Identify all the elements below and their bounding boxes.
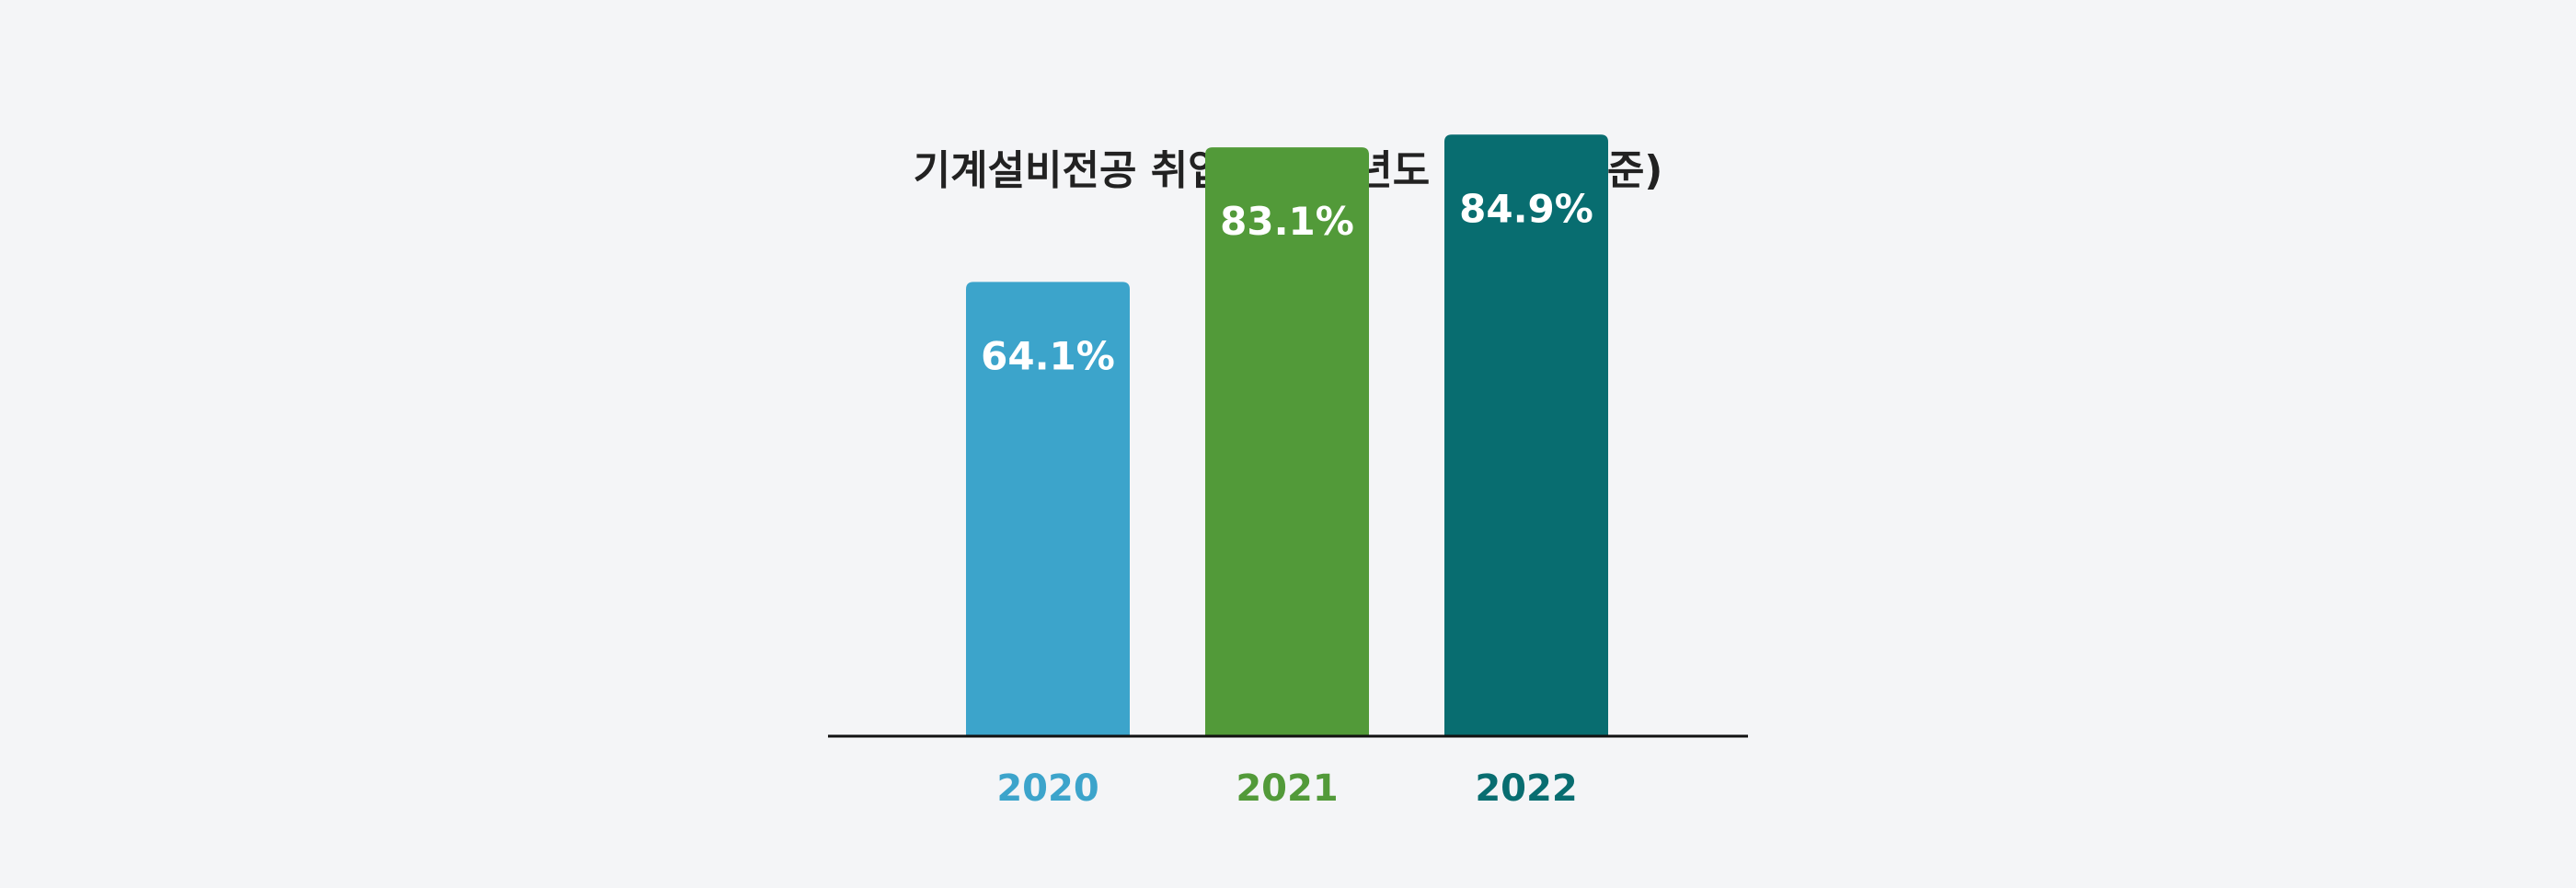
bar-2022	[1444, 134, 1608, 736]
x-tick-label-2021: 2021	[1236, 767, 1338, 810]
x-tick-label-2022: 2022	[1475, 767, 1577, 810]
value-label-2020: 64.1%	[981, 333, 1115, 378]
bar-2020	[966, 282, 1130, 736]
value-labels-group: 64.1% 83.1% 84.9%	[981, 186, 1593, 378]
x-tick-labels-group: 2020 2021 2022	[996, 767, 1577, 810]
value-label-2022: 84.9%	[1459, 186, 1593, 231]
value-label-2021: 83.1%	[1220, 199, 1354, 244]
bar-2021	[1205, 147, 1369, 736]
x-tick-label-2020: 2020	[996, 767, 1098, 810]
bars-group	[966, 134, 1608, 736]
